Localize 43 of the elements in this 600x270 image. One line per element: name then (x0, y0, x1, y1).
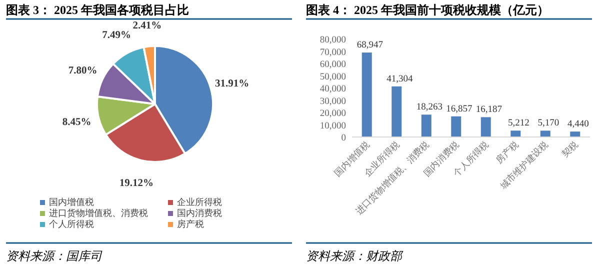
bar (451, 116, 462, 137)
legend-label: 国内消费税 (177, 208, 222, 218)
y-tick-label: 80,000 (320, 36, 346, 46)
data-label: 41,304 (386, 74, 413, 84)
bar (480, 117, 491, 137)
x-tick-label: 契税 (560, 139, 580, 160)
data-label: 4,440 (567, 120, 590, 130)
data-label: 16,857 (446, 104, 472, 114)
bar (570, 132, 580, 137)
x-tick-label: 房产税 (494, 139, 520, 166)
chart-title: 图表 3： 2025 年我国各项税目占比 (6, 3, 189, 17)
legend-label: 国内增值税 (49, 197, 94, 207)
data-label: 8.45% (62, 117, 92, 128)
legend-label: 房产税 (177, 219, 204, 229)
data-label: 7.49% (102, 30, 132, 41)
text: 资料来源：国库司 (6, 249, 103, 263)
y-tick-label: 30,000 (320, 96, 346, 107)
data-label: 7.80% (68, 65, 98, 76)
y-tick-label: 70,000 (320, 48, 346, 58)
legend-label: 企业所得税 (177, 197, 222, 207)
bar (421, 114, 432, 137)
bar (392, 86, 402, 137)
data-label: 2.41% (132, 20, 162, 32)
y-tick-label: 0 (341, 134, 346, 144)
data-label: 18,263 (416, 102, 443, 113)
y-tick-label: 20,000 (320, 109, 346, 119)
y-tick-label: 60,000 (320, 60, 346, 70)
data-label: 31.91% (215, 78, 250, 90)
bar (510, 130, 521, 137)
data-label: 5,212 (508, 118, 530, 129)
text: 资料来源：财政部 (306, 249, 404, 263)
chart-title: 图表 4： 2025 年我国前十项税收规模（亿元） (306, 3, 549, 17)
legend-label: 个人所得税 (49, 219, 94, 229)
y-tick-label: 50,000 (320, 72, 346, 82)
data-label: 19.12% (119, 178, 154, 189)
data-label: 68,947 (356, 40, 384, 51)
bar (540, 130, 550, 137)
data-label: 5,170 (538, 118, 560, 129)
y-tick-label: 10,000 (320, 121, 346, 132)
y-tick-label: 40,000 (320, 84, 346, 94)
bar (362, 52, 372, 137)
legend-label: 进口货物增值税、消费税 (49, 208, 148, 218)
data-label: 16,187 (476, 105, 502, 116)
